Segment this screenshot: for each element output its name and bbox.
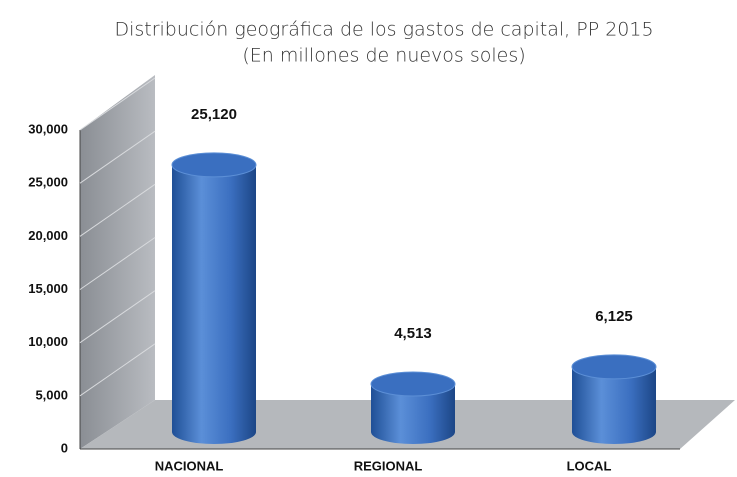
grid-line (79, 130, 156, 184)
grid-line (79, 77, 156, 131)
bar (171, 152, 257, 444)
bar (370, 371, 456, 444)
y-tick-label: 0 (61, 440, 68, 455)
y-tick-label: 25,000 (28, 175, 68, 190)
bar-body (371, 384, 455, 444)
x-tick-label: REGIONAL (354, 458, 423, 473)
grid-line (79, 183, 156, 237)
y-tick-label: 30,000 (28, 121, 68, 136)
back-wall (80, 75, 155, 449)
y-tick-label: 15,000 (28, 281, 68, 296)
chart-subtitle: (En millones de nuevos soles) (242, 45, 525, 67)
bar-top (171, 152, 257, 178)
grid-line (79, 343, 156, 397)
value-label: 6,125 (595, 308, 633, 325)
grid-line (79, 290, 156, 344)
bar-body (172, 164, 256, 444)
y-tick-label: 5,000 (35, 387, 68, 402)
grid-line (79, 237, 156, 290)
bar (571, 354, 657, 444)
x-tick-label: NACIONAL (155, 458, 224, 473)
value-label: 4,513 (394, 325, 432, 342)
bar-top (571, 354, 657, 380)
chart-title: Distribución geográfica de los gastos de… (114, 19, 653, 41)
y-tick-label: 20,000 (28, 228, 68, 243)
x-tick-label: LOCAL (567, 458, 612, 473)
y-tick-label: 10,000 (28, 334, 68, 349)
value-label: 25,120 (191, 106, 237, 123)
bar-body (572, 366, 656, 444)
bar-top (370, 371, 456, 397)
